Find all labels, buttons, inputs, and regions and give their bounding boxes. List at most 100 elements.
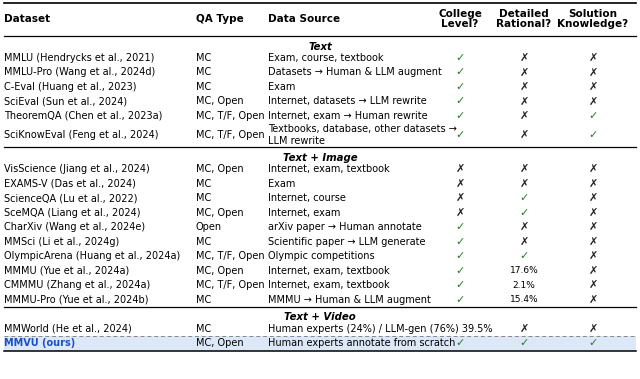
Text: CharXiv (Wang et al., 2024e): CharXiv (Wang et al., 2024e): [4, 222, 145, 232]
Text: ✗: ✗: [588, 82, 598, 92]
Text: ✓: ✓: [455, 294, 465, 305]
Text: ScienceQA (Lu et al., 2022): ScienceQA (Lu et al., 2022): [4, 193, 138, 203]
Text: Textbooks, database, other datasets →
LLM rewrite: Textbooks, database, other datasets → LL…: [268, 124, 457, 146]
Text: 15.4%: 15.4%: [509, 295, 538, 304]
Text: MMSci (Li et al., 2024g): MMSci (Li et al., 2024g): [4, 236, 119, 247]
Text: MC: MC: [196, 82, 211, 92]
Text: TheoremQA (Chen et al., 2023a): TheoremQA (Chen et al., 2023a): [4, 111, 163, 121]
Text: Knowledge?: Knowledge?: [557, 19, 628, 29]
Text: Exam: Exam: [268, 179, 296, 189]
Text: ✗: ✗: [455, 164, 465, 174]
Text: ✗: ✗: [455, 208, 465, 218]
Text: ✗: ✗: [588, 266, 598, 276]
Text: ✓: ✓: [588, 338, 598, 348]
Text: Internet, course: Internet, course: [268, 193, 346, 203]
Text: Text + Video: Text + Video: [284, 312, 356, 322]
Text: MMWorld (He et al., 2024): MMWorld (He et al., 2024): [4, 324, 132, 334]
Text: ✓: ✓: [455, 266, 465, 276]
Text: ✗: ✗: [588, 236, 598, 247]
Text: ✗: ✗: [519, 236, 529, 247]
Text: Solution: Solution: [568, 9, 618, 19]
Text: Data Source: Data Source: [268, 14, 340, 24]
Text: ✗: ✗: [588, 193, 598, 203]
Text: MMLU-Pro (Wang et al., 2024d): MMLU-Pro (Wang et al., 2024d): [4, 67, 156, 77]
Text: ✗: ✗: [519, 96, 529, 106]
Text: MC: MC: [196, 324, 211, 334]
Text: ✗: ✗: [588, 67, 598, 77]
Text: ✗: ✗: [588, 208, 598, 218]
Text: MC, T/F, Open: MC, T/F, Open: [196, 111, 264, 121]
Text: ✗: ✗: [588, 222, 598, 232]
Text: EXAMS-V (Das et al., 2024): EXAMS-V (Das et al., 2024): [4, 179, 136, 189]
Text: MMLU (Hendrycks et al., 2021): MMLU (Hendrycks et al., 2021): [4, 53, 154, 63]
Text: MC, Open: MC, Open: [196, 338, 244, 348]
Text: MC: MC: [196, 236, 211, 247]
Text: ✗: ✗: [519, 130, 529, 140]
Text: SciEval (Sun et al., 2024): SciEval (Sun et al., 2024): [4, 96, 127, 106]
Text: ✓: ✓: [519, 193, 529, 203]
Text: SciKnowEval (Feng et al., 2024): SciKnowEval (Feng et al., 2024): [4, 130, 159, 140]
Text: Internet, datasets → LLM rewrite: Internet, datasets → LLM rewrite: [268, 96, 427, 106]
Text: Text + Image: Text + Image: [283, 153, 357, 163]
Text: ✓: ✓: [588, 111, 598, 121]
Text: Datasets → Human & LLM augment: Datasets → Human & LLM augment: [268, 67, 442, 77]
Text: College: College: [438, 9, 482, 19]
Text: MC: MC: [196, 67, 211, 77]
Text: Internet, exam, textbook: Internet, exam, textbook: [268, 164, 390, 174]
Text: ✓: ✓: [455, 82, 465, 92]
Text: MMMU (Yue et al., 2024a): MMMU (Yue et al., 2024a): [4, 266, 129, 276]
Text: 17.6%: 17.6%: [509, 266, 538, 275]
Text: MC, Open: MC, Open: [196, 266, 244, 276]
Text: MC, T/F, Open: MC, T/F, Open: [196, 280, 264, 290]
Text: MC: MC: [196, 294, 211, 305]
Text: Olympic competitions: Olympic competitions: [268, 251, 374, 261]
Text: Human experts (24%) / LLM-gen (76%) 39.5%: Human experts (24%) / LLM-gen (76%) 39.5…: [268, 324, 493, 334]
Text: ✓: ✓: [455, 280, 465, 290]
Text: MC, T/F, Open: MC, T/F, Open: [196, 251, 264, 261]
Text: ✗: ✗: [519, 53, 529, 63]
Text: Internet, exam, textbook: Internet, exam, textbook: [268, 280, 390, 290]
Text: ✗: ✗: [519, 164, 529, 174]
Text: ✗: ✗: [588, 280, 598, 290]
Text: ✓: ✓: [455, 338, 465, 348]
Text: Human experts annotate from scratch: Human experts annotate from scratch: [268, 338, 456, 348]
Text: Scientific paper → LLM generate: Scientific paper → LLM generate: [268, 236, 426, 247]
Text: ✗: ✗: [519, 222, 529, 232]
Text: ✓: ✓: [519, 338, 529, 348]
Text: ✓: ✓: [455, 96, 465, 106]
Text: ✓: ✓: [455, 130, 465, 140]
Text: MC, T/F, Open: MC, T/F, Open: [196, 130, 264, 140]
Text: ✗: ✗: [519, 179, 529, 189]
Text: Exam, course, textbook: Exam, course, textbook: [268, 53, 383, 63]
Text: MC: MC: [196, 53, 211, 63]
Text: arXiv paper → Human annotate: arXiv paper → Human annotate: [268, 222, 422, 232]
Text: ✗: ✗: [588, 251, 598, 261]
Text: ✓: ✓: [455, 222, 465, 232]
Text: MMMU → Human & LLM augment: MMMU → Human & LLM augment: [268, 294, 431, 305]
Text: ✗: ✗: [519, 67, 529, 77]
Text: ✗: ✗: [588, 324, 598, 334]
Text: MC, Open: MC, Open: [196, 164, 244, 174]
Text: Detailed: Detailed: [499, 9, 549, 19]
Text: Internet, exam: Internet, exam: [268, 208, 340, 218]
Text: ✓: ✓: [519, 208, 529, 218]
Text: OlympicArena (Huang et al., 2024a): OlympicArena (Huang et al., 2024a): [4, 251, 180, 261]
Text: ✗: ✗: [588, 53, 598, 63]
Text: Level?: Level?: [442, 19, 479, 29]
Text: ✗: ✗: [519, 111, 529, 121]
Text: C-Eval (Huang et al., 2023): C-Eval (Huang et al., 2023): [4, 82, 136, 92]
Bar: [4, 336, 636, 351]
Text: SceMQA (Liang et al., 2024): SceMQA (Liang et al., 2024): [4, 208, 141, 218]
Text: ✓: ✓: [455, 53, 465, 63]
Text: MMMU-Pro (Yue et al., 2024b): MMMU-Pro (Yue et al., 2024b): [4, 294, 148, 305]
Text: ✗: ✗: [588, 294, 598, 305]
Text: VisScience (Jiang et al., 2024): VisScience (Jiang et al., 2024): [4, 164, 150, 174]
Text: 2.1%: 2.1%: [513, 280, 536, 290]
Text: Internet, exam → Human rewrite: Internet, exam → Human rewrite: [268, 111, 428, 121]
Text: ✗: ✗: [519, 324, 529, 334]
Text: ✓: ✓: [455, 236, 465, 247]
Text: MC, Open: MC, Open: [196, 96, 244, 106]
Text: ✓: ✓: [519, 251, 529, 261]
Text: ✓: ✓: [455, 111, 465, 121]
Text: QA Type: QA Type: [196, 14, 244, 24]
